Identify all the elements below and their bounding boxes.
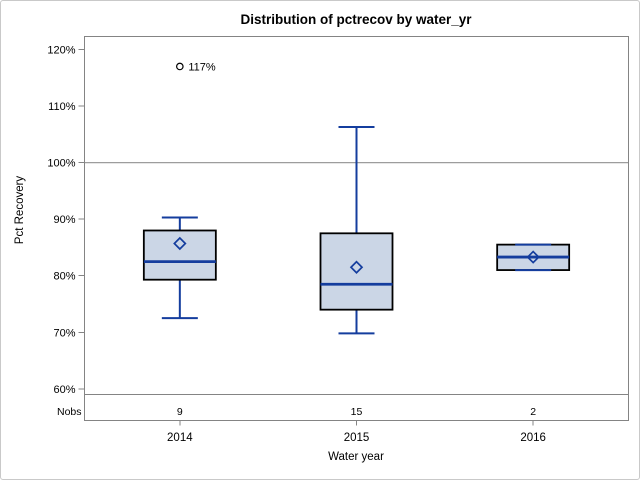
y-tick-label: 80% — [53, 271, 75, 283]
y-tick-label: 100% — [47, 158, 75, 170]
x-tick-label: 2015 — [344, 432, 370, 444]
chart-title: Distribution of pctrecov by water_yr — [240, 12, 472, 27]
mean-marker — [349, 260, 364, 274]
outlier-label: 117% — [188, 61, 216, 73]
y-tick-label: 70% — [53, 327, 75, 339]
y-tick-label: 90% — [53, 214, 75, 226]
nobs-value: 9 — [177, 406, 183, 418]
nobs-row-label: Nobs — [57, 406, 82, 418]
box-2015 — [319, 232, 394, 311]
y-tick-label: 60% — [53, 384, 75, 396]
y-tick-label: 120% — [47, 45, 75, 57]
x-tick-label: 2014 — [167, 432, 193, 444]
nobs-value: 15 — [351, 406, 363, 418]
nobs-value: 2 — [530, 406, 536, 418]
box-2014 — [142, 229, 217, 281]
outlier-marker — [176, 62, 184, 71]
x-axis-title: Water year — [328, 451, 384, 463]
mean-marker — [173, 236, 187, 251]
y-tick-label: 110% — [48, 101, 76, 113]
x-tick-label: 2016 — [520, 432, 546, 444]
mean-marker — [526, 250, 540, 264]
